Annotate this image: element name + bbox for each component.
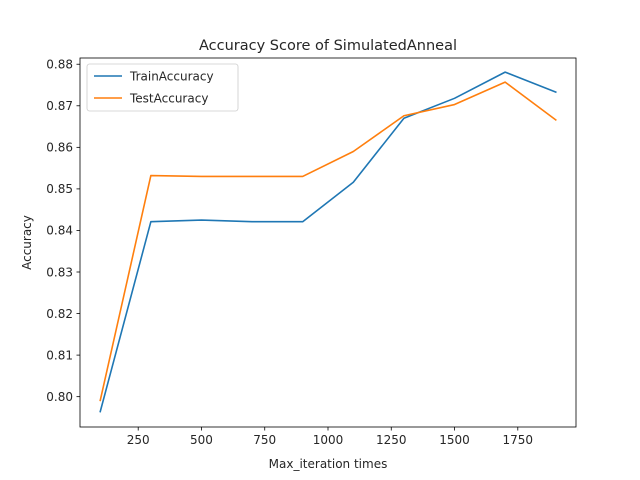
legend-label-1: TestAccuracy <box>129 91 208 105</box>
legend-box <box>86 63 239 112</box>
x-tick-label: 1250 <box>376 433 407 447</box>
legend-label-0: TrainAccuracy <box>129 69 214 83</box>
y-tick-label: 0.86 <box>46 141 73 155</box>
x-tick-label: 1000 <box>313 433 344 447</box>
y-axis-label: Accuracy <box>20 215 34 270</box>
plot-area <box>99 71 557 413</box>
series-line-0 <box>99 71 557 413</box>
legend: TrainAccuracy TestAccuracy <box>86 63 239 112</box>
series-line-1 <box>99 81 557 402</box>
x-tick-label: 1500 <box>439 433 470 447</box>
x-tick-label: 1750 <box>503 433 534 447</box>
plot-frame <box>79 57 577 428</box>
chart-title: Accuracy Score of SimulatedAnneal <box>199 38 457 54</box>
y-tick-label: 0.87 <box>46 99 73 113</box>
y-tick-label: 0.84 <box>46 224 73 238</box>
y-tick-label: 0.83 <box>46 265 73 279</box>
y-tick-label: 0.81 <box>46 348 73 362</box>
x-tick-label: 750 <box>253 433 276 447</box>
x-axis-label: Max_iteration times <box>269 457 388 471</box>
y-axis: 0.80 0.81 0.82 0.83 0.84 0.85 0.86 0.87 0.88 <box>46 58 80 404</box>
y-tick-label: 0.80 <box>46 390 73 404</box>
x-axis: 250 500 750 1000 1250 1500 1750 <box>127 427 533 447</box>
y-tick-label: 0.85 <box>46 182 73 196</box>
y-tick-label: 0.88 <box>46 58 73 72</box>
x-tick-label: 500 <box>190 433 213 447</box>
y-tick-label: 0.82 <box>46 307 73 321</box>
x-tick-label: 250 <box>127 433 150 447</box>
